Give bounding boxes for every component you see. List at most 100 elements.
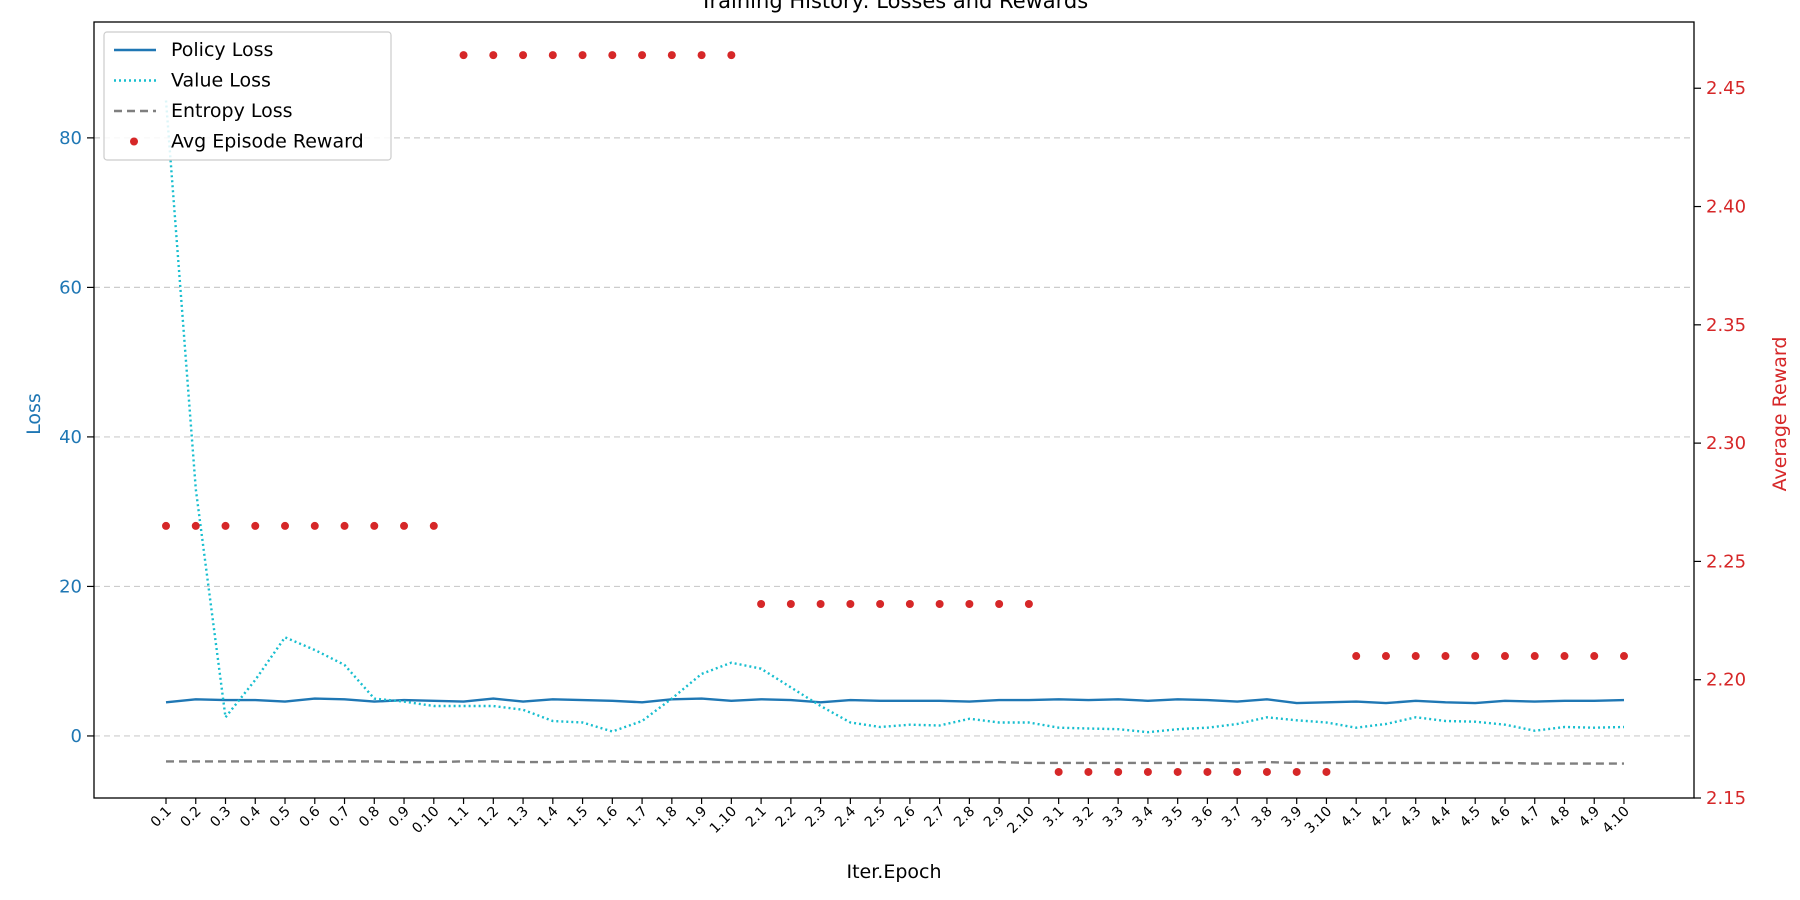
legend-marker (130, 137, 138, 146)
avg-episode-reward-point (489, 51, 498, 60)
x-tick-label: 4.8 (1546, 804, 1573, 831)
x-tick-label: 1.9 (683, 804, 710, 831)
x-tick-label: 1.7 (624, 804, 651, 831)
x-axis: 0.1 0.2 0.3 0.4 0.5 0.6 0.7 0.8 0.90.10 1.1 1.2 1.3… (148, 798, 1633, 837)
x-tick-label: 1.5 (564, 804, 591, 831)
avg-episode-reward-point (876, 600, 885, 608)
legend-label: Entropy Loss (171, 100, 293, 122)
avg-episode-reward-point (965, 600, 974, 608)
plot-frame (93, 21, 1695, 799)
x-tick-label: 2.2 (773, 804, 800, 831)
right-y-tick-label: 2.25 (1706, 551, 1746, 572)
x-tick-label: 4.3 (1397, 804, 1424, 831)
avg-episode-reward-point (340, 521, 349, 530)
avg-episode-reward-point (1233, 767, 1242, 776)
avg-episode-reward-point (281, 521, 290, 530)
x-tick-label: 2.4 (832, 803, 859, 830)
avg-episode-reward-point (727, 51, 736, 60)
avg-episode-reward-point (1471, 652, 1480, 661)
avg-episode-reward-point (1500, 652, 1509, 661)
x-tick-label: 1.3 (505, 804, 532, 831)
left-y-axis: 0 20 40 60 80 (59, 128, 94, 747)
entropy-loss-line (166, 760, 1624, 765)
left-y-tick-label: 0 (71, 726, 82, 747)
avg-episode-reward-point (1173, 767, 1182, 776)
x-tick-label: 0.8 (356, 804, 383, 831)
avg-episode-reward-point (162, 521, 170, 530)
x-tick-label: 0.4 (237, 803, 264, 830)
avg-episode-reward-point (1560, 652, 1569, 661)
policy-loss-line (165, 697, 1625, 705)
right-y-tick-label: 2.15 (1706, 788, 1746, 809)
x-tick-label: 0.5 (267, 804, 294, 831)
avg-episode-reward-point (1054, 767, 1063, 776)
x-tick-label: 0.2 (178, 804, 205, 831)
avg-episode-reward-point (429, 521, 438, 530)
x-tick-label: 2.7 (921, 804, 948, 831)
avg-episode-reward-point (1322, 767, 1331, 776)
x-tick-label: 3.7 (1219, 804, 1246, 831)
x-tick-label: 1.6 (594, 803, 621, 830)
avg-episode-reward-point (1441, 652, 1450, 661)
series-layer (162, 51, 1628, 776)
avg-episode-reward-point (1352, 652, 1361, 661)
legend-label: Avg Episode Reward (171, 131, 364, 153)
right-y-tick-label: 2.40 (1706, 197, 1746, 218)
avg-episode-reward-point (1084, 767, 1093, 776)
x-tick-label: 3.3 (1100, 804, 1127, 831)
avg-episode-reward-point (400, 521, 409, 530)
left-y-tick-label: 20 (59, 576, 82, 597)
legend-label: Value Loss (171, 70, 271, 92)
x-tick-label: 4.10 (1599, 804, 1632, 837)
legend: Policy Loss Value Loss Entropy Loss Avg Epi… (103, 31, 392, 161)
avg-episode-reward-point (995, 600, 1004, 608)
avg-episode-reward-point (1203, 767, 1212, 776)
x-tick-label: 2.10 (1004, 804, 1037, 837)
legend-box (103, 31, 392, 161)
avg-episode-reward-point (608, 51, 617, 60)
x-tick-label: 4.4 (1427, 803, 1454, 830)
x-tick-label: 2.5 (862, 804, 889, 831)
avg-episode-reward-point (519, 51, 528, 60)
avg-episode-reward-point (1590, 652, 1599, 661)
x-tick-label: 2.9 (981, 804, 1008, 831)
value-loss-line (164, 100, 1625, 734)
chart-title: Training History: Losses and Rewards (699, 0, 1088, 13)
x-tick-label: 3.6 (1189, 803, 1216, 830)
x-tick-label: 3.8 (1249, 804, 1276, 831)
left-y-tick-label: 40 (59, 427, 82, 448)
avg-episode-reward-point (935, 600, 944, 608)
right-y-axis: 2.15 2.20 2.25 2.30 2.35 2.40 2.45 (1694, 78, 1746, 809)
avg-episode-reward-point (905, 600, 914, 608)
x-tick-label: 4.2 (1368, 804, 1395, 831)
left-y-tick-label: 80 (59, 128, 82, 149)
x-tick-label: 3.4 (1130, 803, 1157, 830)
avg-episode-reward-point (459, 51, 468, 60)
x-tick-label: 1.8 (654, 804, 681, 831)
right-y-tick-label: 2.20 (1706, 670, 1746, 691)
avg-episode-reward-point (667, 51, 676, 60)
x-tick-label: 4.7 (1517, 804, 1544, 831)
x-tick-label: 2.6 (892, 803, 919, 830)
avg-episode-reward-point (757, 600, 766, 608)
x-tick-label: 2.1 (743, 804, 770, 831)
avg-episode-reward-point (786, 600, 795, 608)
left-y-axis-label: Loss (23, 393, 45, 435)
avg-episode-reward-point (251, 521, 260, 530)
avg-episode-reward-point (1114, 767, 1123, 776)
left-y-tick-label: 60 (59, 277, 82, 298)
x-tick-label: 1.10 (707, 804, 740, 837)
x-tick-label: 3.5 (1159, 804, 1186, 831)
grid-lines (94, 137, 1694, 737)
x-tick-label: 4.1 (1338, 804, 1365, 831)
avg-episode-reward-point (1292, 767, 1301, 776)
right-y-tick-label: 2.35 (1706, 315, 1746, 336)
avg-episode-reward-point (221, 521, 230, 530)
avg-episode-reward-point (1381, 652, 1390, 661)
x-tick-label: 1.4 (535, 803, 562, 830)
avg-episode-reward-point (1620, 652, 1628, 661)
x-tick-label: 3.10 (1302, 804, 1335, 837)
x-tick-label: 1.2 (475, 804, 502, 831)
x-tick-label: 2.8 (951, 804, 978, 831)
